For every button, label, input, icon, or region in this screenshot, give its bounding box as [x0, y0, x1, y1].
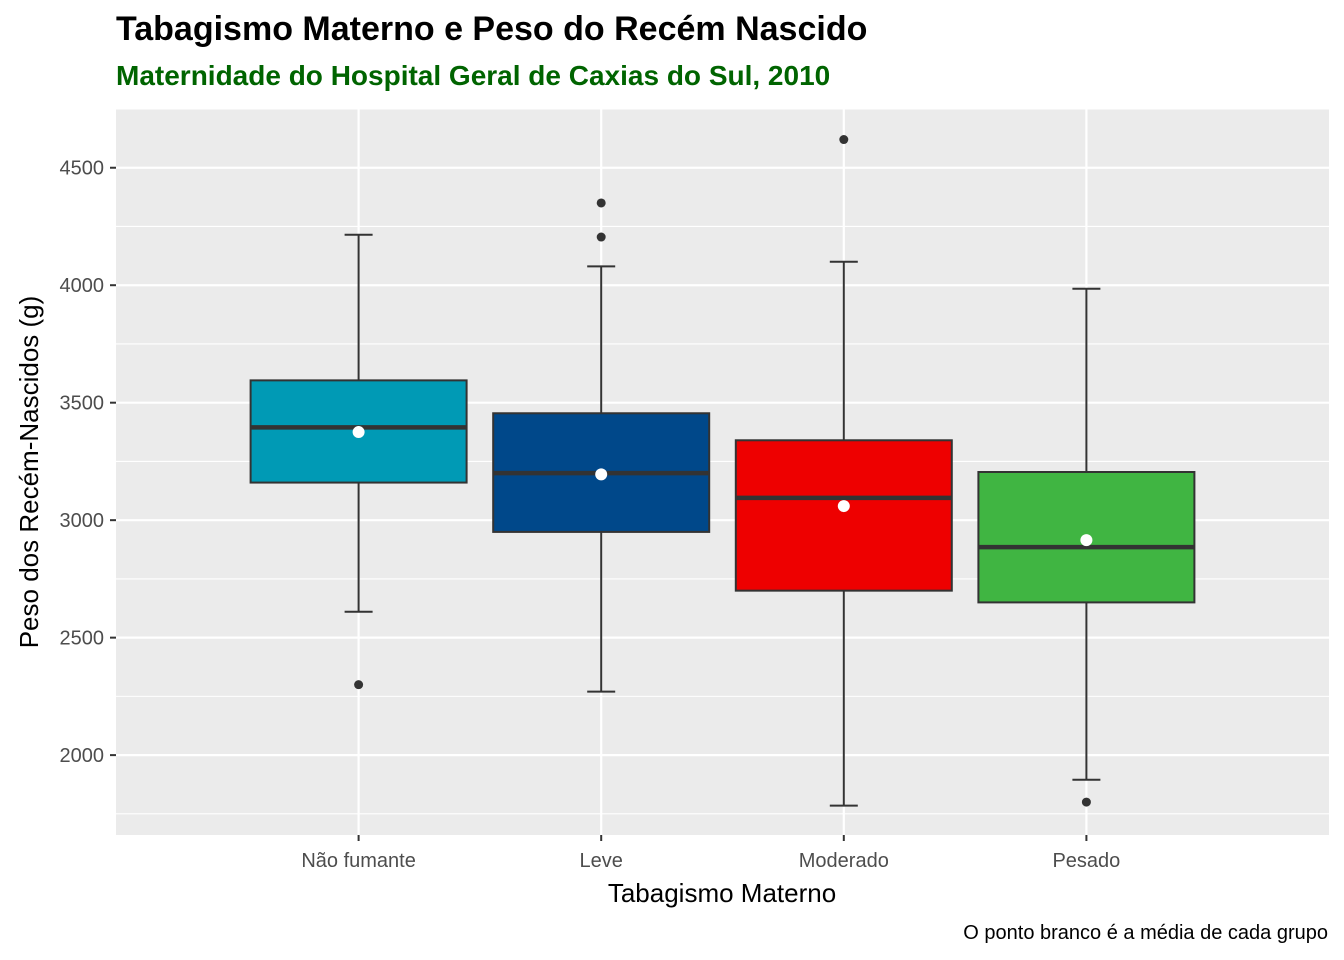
boxplot-2: [492, 198, 711, 693]
x-tick-label: Leve: [580, 850, 623, 872]
y-tick-label: 3000: [60, 510, 105, 532]
y-tick-label: 2000: [60, 745, 105, 767]
y-axis-title: Peso dos Recém-Nascidos (g): [14, 296, 44, 649]
outlier-point: [1081, 797, 1091, 807]
outlier-point: [354, 680, 364, 690]
chart-title: Tabagismo Materno e Peso do Recém Nascid…: [116, 10, 868, 48]
y-tick-label: 4500: [60, 158, 105, 180]
boxplot-3: [734, 135, 953, 807]
chart-caption: O ponto branco é a média de cada grupo: [963, 922, 1328, 944]
mean-point: [1080, 534, 1093, 547]
x-tick-label: Não fumante: [301, 850, 416, 872]
box-iqr: [734, 439, 953, 592]
x-tick-label: Pesado: [1052, 850, 1120, 872]
x-axis-title: Tabagismo Materno: [608, 878, 836, 908]
chart-subtitle: Maternidade do Hospital Geral de Caxias …: [116, 60, 831, 91]
mean-point: [595, 468, 608, 481]
y-tick-label: 2500: [60, 628, 105, 650]
mean-point: [837, 500, 850, 513]
mean-point: [352, 426, 365, 439]
outlier-point: [596, 232, 606, 242]
outlier-point: [596, 198, 606, 208]
axes-layer: 2000 2500 3000 3500 4000 4500 Não fumante Leve M…: [60, 158, 1121, 872]
x-tick-label: Moderado: [799, 850, 889, 872]
outlier-point: [839, 135, 849, 145]
y-tick-label: 3500: [60, 393, 105, 415]
boxes-layer: [249, 135, 1196, 807]
y-tick-label: 4000: [60, 275, 105, 297]
boxplot-4: [977, 287, 1196, 807]
boxplot-1: [249, 233, 468, 690]
